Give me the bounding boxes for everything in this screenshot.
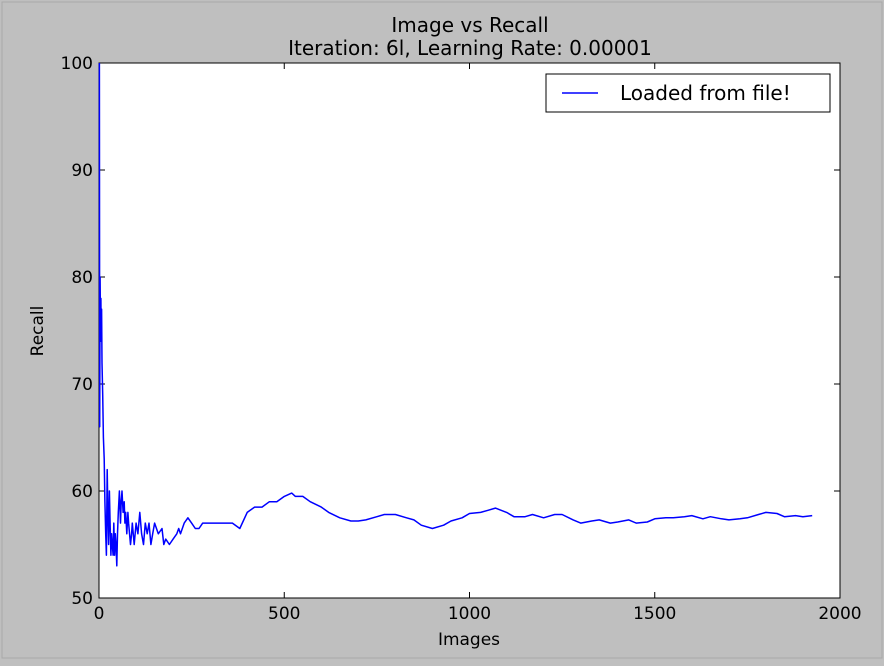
y-tick-label: 60: [71, 482, 93, 502]
chart-title: Image vs Recall: [391, 13, 548, 37]
y-tick-label: 90: [71, 161, 93, 181]
y-tick-label: 70: [71, 375, 93, 395]
axis-ticks: 0 500 1000 1500 2000 50 60 70 80 90 100: [61, 54, 862, 624]
legend: Loaded from file!: [545, 73, 831, 113]
series-group: [98, 62, 813, 567]
y-tick-label: 50: [71, 589, 93, 609]
x-tick-label: 1000: [448, 604, 491, 624]
series-line-0: [98, 62, 813, 567]
y-tick-label: 100: [61, 54, 93, 74]
x-axis-label: Images: [438, 630, 500, 650]
plot-area: [98, 62, 841, 599]
y-axis-label: Recall: [28, 306, 48, 357]
x-tick-label: 1500: [633, 604, 676, 624]
legend-label: Loaded from file!: [620, 81, 791, 105]
x-tick-label: 0: [94, 604, 105, 624]
x-tick-label: 2000: [818, 604, 861, 624]
x-tick-label: 500: [268, 604, 300, 624]
chart-subtitle: Iteration: 6l, Learning Rate: 0.00001: [288, 36, 652, 60]
y-tick-label: 80: [71, 268, 93, 288]
